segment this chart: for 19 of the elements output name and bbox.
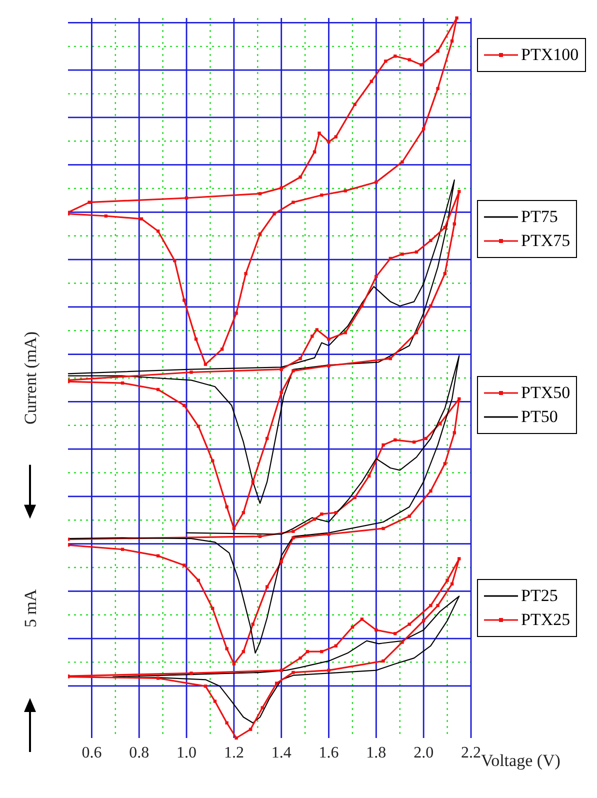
x-tick-label: 1.0 xyxy=(176,744,197,762)
legend-label: PTX50 xyxy=(521,382,570,403)
x-tick-label: 1.2 xyxy=(224,744,244,762)
legend-label: PTX25 xyxy=(521,610,570,630)
legend-label: PT50 xyxy=(521,406,558,427)
y-axis-title: Current (mA) xyxy=(21,331,40,425)
text: 5 mA xyxy=(21,588,40,628)
x-tick-label: 0.8 xyxy=(129,744,150,762)
x-tick-label: 1.4 xyxy=(271,744,292,762)
x-tick-label: 2.0 xyxy=(414,744,434,762)
x-tick-label: 1.8 xyxy=(366,744,386,762)
x-tick-label: 2.2 xyxy=(461,744,481,762)
legend-label: PTX75 xyxy=(521,231,570,251)
legend-label: PTX100 xyxy=(521,45,579,65)
x-tick-label: 0.6 xyxy=(82,744,102,762)
legend-label: PT25 xyxy=(521,586,558,606)
legend-label: PT75 xyxy=(521,207,558,227)
x-tick-label: 1.6 xyxy=(318,744,339,762)
x-axis-title: Voltage (V) xyxy=(481,751,560,770)
